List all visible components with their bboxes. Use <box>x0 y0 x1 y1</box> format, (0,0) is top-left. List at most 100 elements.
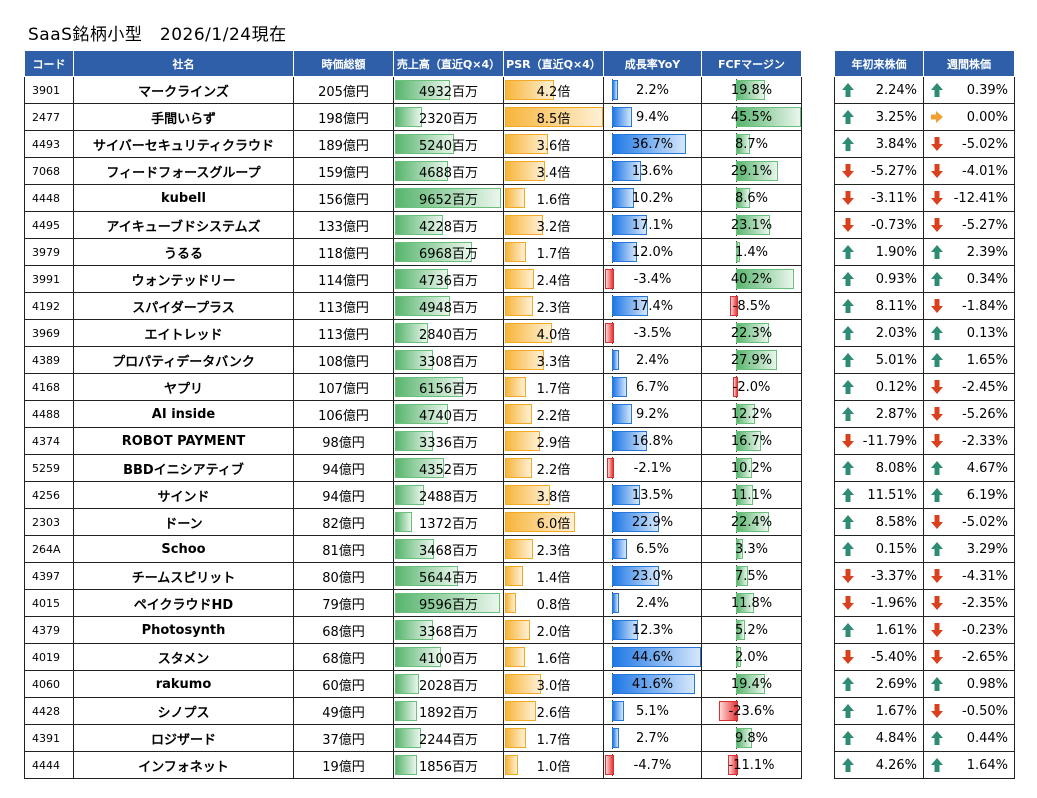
col-header-growth[interactable]: 成長率YoY <box>603 50 702 77</box>
col-header-fcf[interactable]: FCFマージン <box>701 50 802 77</box>
table-row[interactable]: 4444 インフォネット 19億円 1856百万 1.0倍 -4.7% -11.1% <box>24 751 802 779</box>
stock-code[interactable]: 4256 <box>24 481 74 509</box>
col-header-psr[interactable]: PSR（直近Q×4） <box>503 50 604 77</box>
stock-code[interactable]: 4448 <box>24 184 74 212</box>
table-row[interactable]: 4448 kubell 156億円 9652百万 1.6倍 10.2% 8.6% <box>24 184 802 212</box>
company-name[interactable]: 手間いらず <box>73 103 294 131</box>
stock-code[interactable]: 4389 <box>24 346 74 374</box>
stock-code[interactable]: 4192 <box>24 292 74 320</box>
company-name[interactable]: ウォンテッドリー <box>73 265 294 293</box>
table-row[interactable]: 264A Schoo 81億円 3468百万 2.3倍 6.5% 3.3% <box>24 535 802 563</box>
market-cap: 79億円 <box>293 589 394 617</box>
company-name[interactable]: シノプス <box>73 697 294 725</box>
company-name[interactable]: BBDイニシアティブ <box>73 454 294 482</box>
sales-value: 4932百万 <box>418 84 479 100</box>
col-header-code[interactable]: コード <box>24 50 74 77</box>
table-row[interactable]: 7068 フィードフォースグループ 159億円 4688百万 3.4倍 13.6% 29.1… <box>24 157 802 185</box>
company-name[interactable]: kubell <box>73 184 294 212</box>
company-name[interactable]: スパイダープラス <box>73 292 294 320</box>
growth-value: 12.0% <box>631 244 674 260</box>
company-name[interactable]: マークラインズ <box>73 76 294 104</box>
table-row[interactable]: 3979 うるる 118億円 6968百万 1.7倍 12.0% 1.4% <box>24 238 802 266</box>
company-name[interactable]: ペイクラウドHD <box>73 589 294 617</box>
company-name[interactable]: エイトレッド <box>73 319 294 347</box>
table-row[interactable]: 4397 チームスピリット 80億円 5644百万 1.4倍 23.0% 7.5% <box>24 562 802 590</box>
stock-code[interactable]: 4374 <box>24 427 74 455</box>
company-name[interactable]: ROBOT PAYMENT <box>73 427 294 455</box>
table-row[interactable]: 4192 スパイダープラス 113億円 4948百万 2.3倍 17.4% -8.5% <box>24 292 802 320</box>
stock-code[interactable]: 4168 <box>24 373 74 401</box>
company-name[interactable]: うるる <box>73 238 294 266</box>
company-name[interactable]: rakumo <box>73 670 294 698</box>
stock-code[interactable]: 4391 <box>24 724 74 752</box>
stock-code[interactable]: 4428 <box>24 697 74 725</box>
stock-code[interactable]: 3969 <box>24 319 74 347</box>
col-header-sales[interactable]: 売上高（直近Q×4） <box>393 50 504 77</box>
table-row[interactable]: 2303 ドーン 82億円 1372百万 6.0倍 22.9% 22.4% <box>24 508 802 536</box>
stock-code[interactable]: 4060 <box>24 670 74 698</box>
table-row[interactable]: 4379 Photosynth 68億円 3368百万 2.0倍 12.3% 5.2% <box>24 616 802 644</box>
table-row[interactable]: 4488 AI inside 106億円 4740百万 2.2倍 9.2% 12.2% <box>24 400 802 428</box>
company-name[interactable]: プロパティデータバンク <box>73 346 294 374</box>
col-header-weekly[interactable]: 週間株価 <box>923 50 1015 77</box>
table-row[interactable]: 4060 rakumo 60億円 2028百万 3.0倍 41.6% 19.4% <box>24 670 802 698</box>
company-name[interactable]: インフォネット <box>73 751 294 779</box>
table-row[interactable]: 4168 ヤプリ 107億円 6156百万 1.7倍 6.7% -2.0% <box>24 373 802 401</box>
ytd-change-cell: 3.25% <box>834 103 924 131</box>
stock-code[interactable]: 4019 <box>24 643 74 671</box>
stock-code[interactable]: 4444 <box>24 751 74 779</box>
arrow-down-icon <box>931 623 943 637</box>
table-row[interactable]: 4389 プロパティデータバンク 108億円 3308百万 3.3倍 2.4% 27.9% <box>24 346 802 374</box>
stock-code[interactable]: 4488 <box>24 400 74 428</box>
stock-code[interactable]: 4495 <box>24 211 74 239</box>
psr-databar <box>505 593 516 613</box>
table-row[interactable]: 4374 ROBOT PAYMENT 98億円 3336百万 2.9倍 16.8% 16.7… <box>24 427 802 455</box>
company-name[interactable]: スタメン <box>73 643 294 671</box>
company-name[interactable]: ドーン <box>73 508 294 536</box>
stock-code[interactable]: 264A <box>24 535 74 563</box>
table-row[interactable]: 4428 シノプス 49億円 1892百万 2.6倍 5.1% -23.6% <box>24 697 802 725</box>
growth-cell: 13.5% <box>603 481 702 509</box>
stock-code[interactable]: 3979 <box>24 238 74 266</box>
col-header-ytd[interactable]: 年初来株価 <box>834 50 924 77</box>
stock-code[interactable]: 4397 <box>24 562 74 590</box>
table-row[interactable]: 4019 スタメン 68億円 4100百万 1.6倍 44.6% 2.0% <box>24 643 802 671</box>
company-name[interactable]: チームスピリット <box>73 562 294 590</box>
company-name[interactable]: アイキューブドシステムズ <box>73 211 294 239</box>
ytd-change-value: 1.67% <box>875 703 917 719</box>
col-header-mcap[interactable]: 時価総額 <box>293 50 394 77</box>
stock-code[interactable]: 2303 <box>24 508 74 536</box>
table-row[interactable]: 2477 手間いらず 198億円 2320百万 8.5倍 9.4% 45.5% <box>24 103 802 131</box>
psr-value: 1.7倍 <box>536 246 571 262</box>
stock-code[interactable]: 4379 <box>24 616 74 644</box>
company-name[interactable]: ヤプリ <box>73 373 294 401</box>
col-header-name[interactable]: 社名 <box>73 50 294 77</box>
stock-code[interactable]: 4493 <box>24 130 74 158</box>
company-name[interactable]: AI inside <box>73 400 294 428</box>
company-name[interactable]: サインド <box>73 481 294 509</box>
company-name[interactable]: フィードフォースグループ <box>73 157 294 185</box>
table-row[interactable]: 3901 マークラインズ 205億円 4932百万 4.2倍 2.2% 19.8% <box>24 76 802 104</box>
sales-databar <box>395 215 443 235</box>
company-name[interactable]: サイバーセキュリティクラウド <box>73 130 294 158</box>
table-row[interactable]: 4015 ペイクラウドHD 79億円 9596百万 0.8倍 2.4% 11.8% <box>24 589 802 617</box>
table-row[interactable]: 4256 サインド 94億円 2488百万 3.8倍 13.5% 11.1% <box>24 481 802 509</box>
stock-code[interactable]: 7068 <box>24 157 74 185</box>
table-row[interactable]: 5259 BBDイニシアティブ 94億円 4352百万 2.2倍 -2.1% 10.2% <box>24 454 802 482</box>
stock-code[interactable]: 3991 <box>24 265 74 293</box>
stock-code[interactable]: 5259 <box>24 454 74 482</box>
fcf-value: 27.9% <box>730 352 773 368</box>
company-name[interactable]: Photosynth <box>73 616 294 644</box>
stock-code[interactable]: 2477 <box>24 103 74 131</box>
table-row[interactable]: 4495 アイキューブドシステムズ 133億円 4228百万 3.2倍 17.1% 23.1… <box>24 211 802 239</box>
company-name[interactable]: ロジザード <box>73 724 294 752</box>
stock-code[interactable]: 4015 <box>24 589 74 617</box>
stock-code[interactable]: 3901 <box>24 76 74 104</box>
fcf-value: 2.0% <box>734 649 769 665</box>
table-row[interactable]: 3991 ウォンテッドリー 114億円 4736百万 2.4倍 -3.4% 40.2% <box>24 265 802 293</box>
company-name[interactable]: Schoo <box>73 535 294 563</box>
fcf-value: 19.8% <box>730 82 773 98</box>
table-row[interactable]: 4391 ロジザード 37億円 2244百万 1.7倍 2.7% 9.8% <box>24 724 802 752</box>
table-row[interactable]: 3969 エイトレッド 113億円 2840百万 4.0倍 -3.5% 22.3% <box>24 319 802 347</box>
table-row[interactable]: 4493 サイバーセキュリティクラウド 189億円 5240百万 3.6倍 36.7% 8.… <box>24 130 802 158</box>
